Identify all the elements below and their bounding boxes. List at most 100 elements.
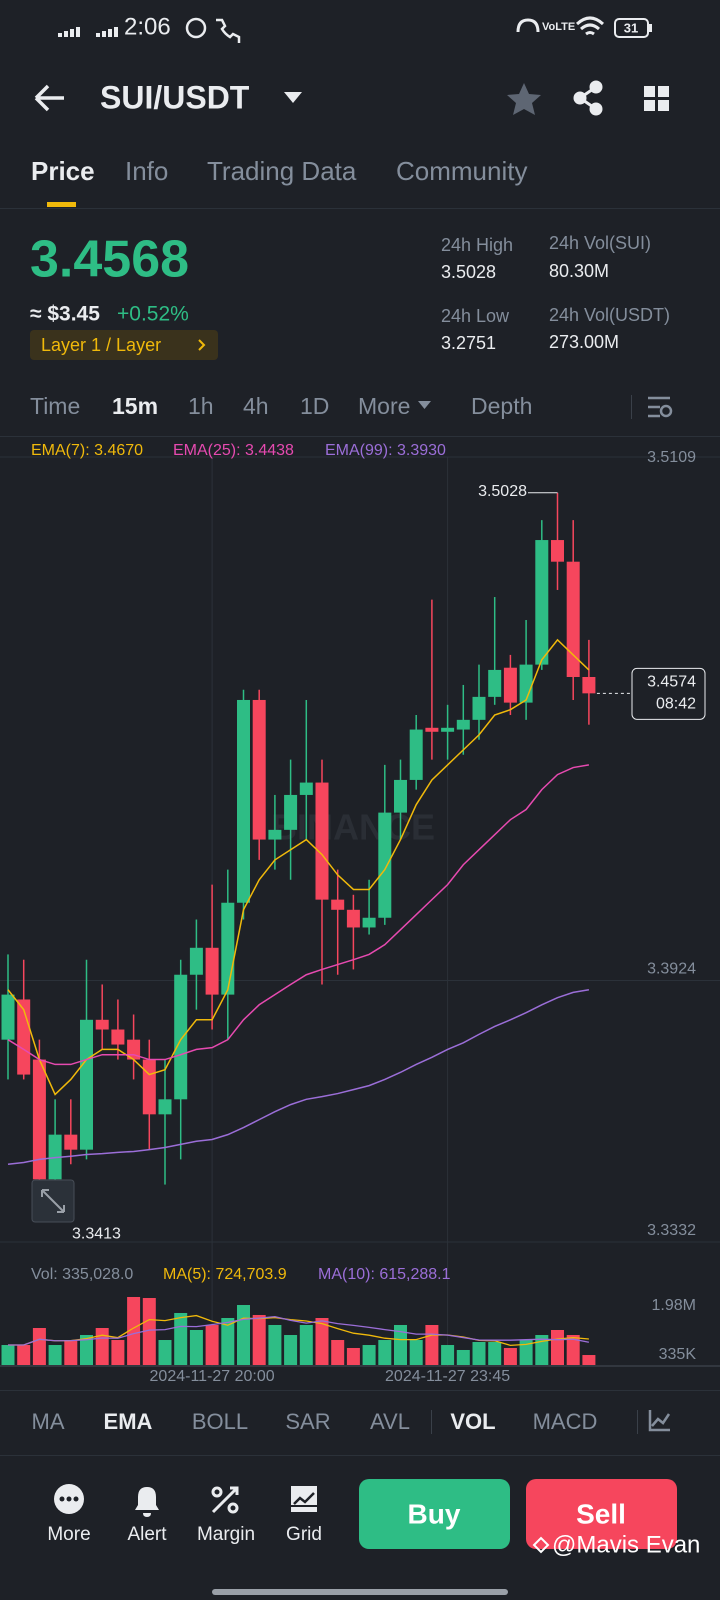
- candle-body: [111, 1029, 125, 1045]
- interval[interactable]: 15m: [112, 393, 158, 419]
- chart-settings[interactable]: [648, 396, 673, 418]
- y-tick-label: 3.3332: [647, 1222, 696, 1239]
- candle-body: [174, 974, 188, 1100]
- tab[interactable]: Info: [125, 156, 168, 186]
- indicator[interactable]: MACD: [533, 1409, 598, 1434]
- volume-bar: [111, 1340, 125, 1365]
- x-tick-label: 2024-11-27 20:00: [150, 1368, 275, 1385]
- candle-body: [158, 1099, 172, 1115]
- lte-icon: VoLTE: [542, 21, 575, 33]
- candle-body: [488, 669, 502, 697]
- interval[interactable]: 1D: [300, 393, 329, 419]
- ema-line: [7, 764, 590, 1066]
- indicator[interactable]: EMA: [104, 1409, 153, 1434]
- usd-price: ≈ $3.45: [30, 303, 100, 326]
- candle-body: [221, 902, 235, 995]
- action-label[interactable]: Margin: [197, 1524, 255, 1545]
- favorite-button[interactable]: [507, 83, 541, 115]
- back-button[interactable]: [34, 84, 64, 112]
- volume-bar: [174, 1312, 188, 1365]
- separator: [631, 395, 632, 419]
- candle-body: [80, 1019, 93, 1150]
- x-tick-label: 2024-11-27 23:45: [385, 1368, 510, 1385]
- stat-value: 273.00M: [549, 332, 619, 352]
- volume-bar: [64, 1340, 78, 1365]
- candle-body: [551, 540, 564, 562]
- buy-label: Buy: [408, 1498, 461, 1529]
- status-bar: 2:06 VoLTE 31: [58, 13, 652, 43]
- grid-icon[interactable]: [291, 1486, 317, 1512]
- volume-legend: Vol: 335,028.0: [31, 1266, 133, 1283]
- volume-bar: [48, 1345, 62, 1365]
- volume-bar: [32, 1328, 46, 1365]
- volume-bar: [252, 1314, 266, 1365]
- y-tick-label: 3.3924: [647, 961, 696, 978]
- tag-chip[interactable]: [30, 330, 218, 360]
- candle-body: [425, 727, 439, 732]
- interval[interactable]: Time: [30, 393, 80, 419]
- volume-bar: [409, 1340, 423, 1365]
- candle-body: [582, 676, 596, 694]
- countdown: 08:42: [656, 696, 696, 713]
- candle-body: [205, 947, 219, 995]
- interval[interactable]: 1h: [188, 393, 214, 419]
- pair-title[interactable]: SUI/USDT: [100, 79, 250, 115]
- ema-legend: EMA(25): 3.4438: [173, 442, 294, 459]
- volume-bar: [80, 1335, 93, 1365]
- high-label: 3.5028: [478, 483, 527, 500]
- action-label[interactable]: Grid: [286, 1524, 322, 1545]
- candle-body: [1, 994, 15, 1040]
- candle-body: [441, 727, 455, 732]
- tab[interactable]: Price: [31, 156, 95, 186]
- volume-bar: [284, 1335, 298, 1365]
- volume-bar: [127, 1296, 141, 1365]
- home-indicator: [212, 1589, 508, 1595]
- stat-label: 24h Low: [441, 306, 510, 326]
- tab[interactable]: Community: [396, 156, 527, 186]
- action-label[interactable]: Alert: [127, 1524, 167, 1545]
- interval[interactable]: Depth: [471, 393, 532, 419]
- sell-label: Sell: [576, 1498, 626, 1529]
- stat-value: 80.30M: [549, 261, 609, 281]
- interval[interactable]: More: [358, 393, 410, 419]
- share-button[interactable]: [573, 80, 603, 116]
- sell-button[interactable]: [526, 1479, 677, 1549]
- volume-ma-legend: MA(5): 724,703.9: [163, 1266, 287, 1283]
- indicator[interactable]: VOL: [450, 1409, 495, 1434]
- candle-body: [268, 829, 282, 840]
- tab[interactable]: Trading Data: [207, 156, 357, 186]
- indicator[interactable]: SAR: [285, 1409, 330, 1434]
- indicator[interactable]: AVL: [370, 1409, 410, 1434]
- candle-body: [409, 729, 423, 780]
- candle-body: [503, 667, 517, 703]
- more-dropdown[interactable]: [418, 401, 431, 409]
- indicator[interactable]: BOLL: [192, 1409, 248, 1434]
- volume-bar: [582, 1355, 596, 1365]
- volume-bar: [221, 1317, 235, 1365]
- buy-button[interactable]: [359, 1479, 510, 1549]
- volume-bar: [551, 1329, 564, 1365]
- candle-body: [142, 1059, 156, 1115]
- pair-dropdown[interactable]: [284, 92, 302, 103]
- stat-label: 24h Vol(SUI): [549, 233, 651, 253]
- action-label[interactable]: More: [47, 1524, 90, 1545]
- interval[interactable]: 4h: [243, 393, 269, 419]
- volume-tick-label: 335K: [659, 1346, 697, 1363]
- volume-bar: [142, 1298, 156, 1365]
- candle-body: [456, 719, 470, 730]
- alert-icon[interactable]: [135, 1487, 159, 1517]
- chart-watermark: BINANCE: [271, 807, 435, 848]
- indicator-settings[interactable]: [648, 1410, 671, 1432]
- candle-body: [237, 699, 250, 903]
- margin-icon[interactable]: [211, 1486, 239, 1514]
- watermark-icon: [532, 1536, 550, 1554]
- volume-bar: [299, 1324, 313, 1365]
- candle-body: [299, 782, 313, 795]
- volume-bar: [268, 1324, 282, 1365]
- grid-menu-button[interactable]: [644, 86, 669, 111]
- candle-body: [362, 917, 376, 928]
- volume-bar: [456, 1349, 470, 1365]
- indicator[interactable]: MA: [32, 1409, 65, 1434]
